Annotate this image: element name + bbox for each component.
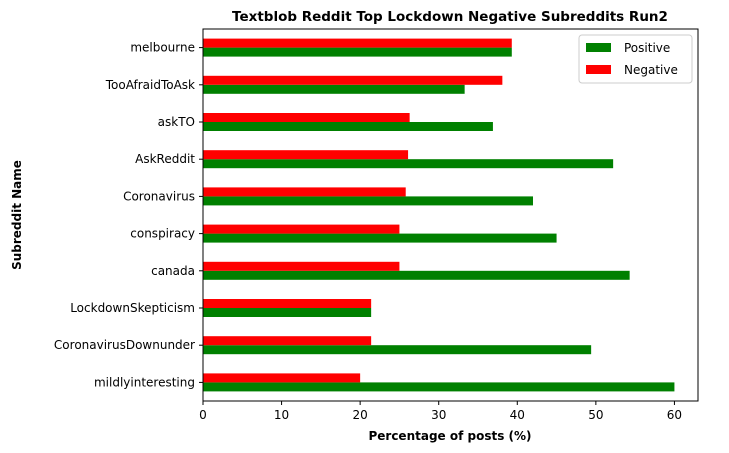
legend-label-positive: Positive bbox=[624, 41, 670, 55]
x-tick-label: 10 bbox=[274, 408, 289, 422]
bar-positive-conspiracy bbox=[203, 233, 557, 243]
bars-group bbox=[203, 38, 675, 392]
bar-negative-coronavirusdownunder bbox=[203, 336, 372, 346]
bar-negative-canada bbox=[203, 261, 400, 271]
bar-positive-canada bbox=[203, 270, 630, 280]
x-tick-label: 50 bbox=[588, 408, 603, 422]
bar-negative-melbourne bbox=[203, 38, 512, 48]
y-tick-label: askTO bbox=[158, 115, 195, 129]
bar-negative-conspiracy bbox=[203, 224, 400, 234]
y-axis-label: Subreddit Name bbox=[10, 160, 24, 270]
bar-positive-askto bbox=[203, 122, 493, 131]
bar-negative-tooafraidtoask bbox=[203, 75, 503, 85]
bar-positive-tooafraidtoask bbox=[203, 84, 465, 94]
y-tick-label: LockdownSkepticism bbox=[70, 301, 195, 315]
bar-positive-coronavirusdownunder bbox=[203, 345, 592, 355]
y-tick-label: Coronavirus bbox=[123, 189, 195, 203]
legend-label-negative: Negative bbox=[624, 63, 678, 77]
y-tick-label: conspiracy bbox=[130, 227, 195, 241]
y-tick-label: canada bbox=[151, 264, 195, 278]
x-tick-label: 60 bbox=[667, 408, 682, 422]
x-tick-label: 40 bbox=[510, 408, 525, 422]
bar-negative-coronavirus bbox=[203, 187, 406, 197]
y-tick-label: mildlyinteresting bbox=[94, 375, 195, 389]
bar-negative-lockdownskepticism bbox=[203, 299, 372, 308]
bar-positive-askreddit bbox=[203, 159, 614, 169]
y-tick-label: CoronavirusDownunder bbox=[54, 338, 195, 352]
bar-positive-mildlyinteresting bbox=[203, 382, 675, 392]
x-tick-label: 20 bbox=[353, 408, 368, 422]
x-axis-label: Percentage of posts (%) bbox=[368, 429, 531, 443]
x-tick-label: 0 bbox=[199, 408, 207, 422]
bar-negative-askreddit bbox=[203, 150, 409, 160]
bar-positive-melbourne bbox=[203, 47, 512, 57]
y-tick-label: TooAfraidToAsk bbox=[105, 78, 195, 92]
plot-frame bbox=[202, 28, 699, 402]
x-tick-label: 30 bbox=[431, 408, 446, 422]
legend-swatch-positive bbox=[586, 43, 611, 52]
bar-positive-lockdownskepticism bbox=[203, 308, 372, 317]
chart-title: Textblob Reddit Top Lockdown Negative Su… bbox=[232, 9, 668, 25]
y-tick-label: AskReddit bbox=[135, 152, 195, 166]
legend-swatch-negative bbox=[586, 65, 611, 74]
x-ticks-group: 0 10 20 30 40 50 60 bbox=[199, 401, 682, 422]
bar-positive-coronavirus bbox=[203, 196, 533, 206]
y-ticks-group: melbourne TooAfraidToAsk askTO AskReddit Cor… bbox=[54, 41, 203, 389]
y-tick-label: melbourne bbox=[130, 41, 195, 55]
legend: Positive Negative bbox=[578, 34, 693, 84]
bar-negative-askto bbox=[203, 113, 410, 122]
bar-negative-mildlyinteresting bbox=[203, 373, 361, 383]
